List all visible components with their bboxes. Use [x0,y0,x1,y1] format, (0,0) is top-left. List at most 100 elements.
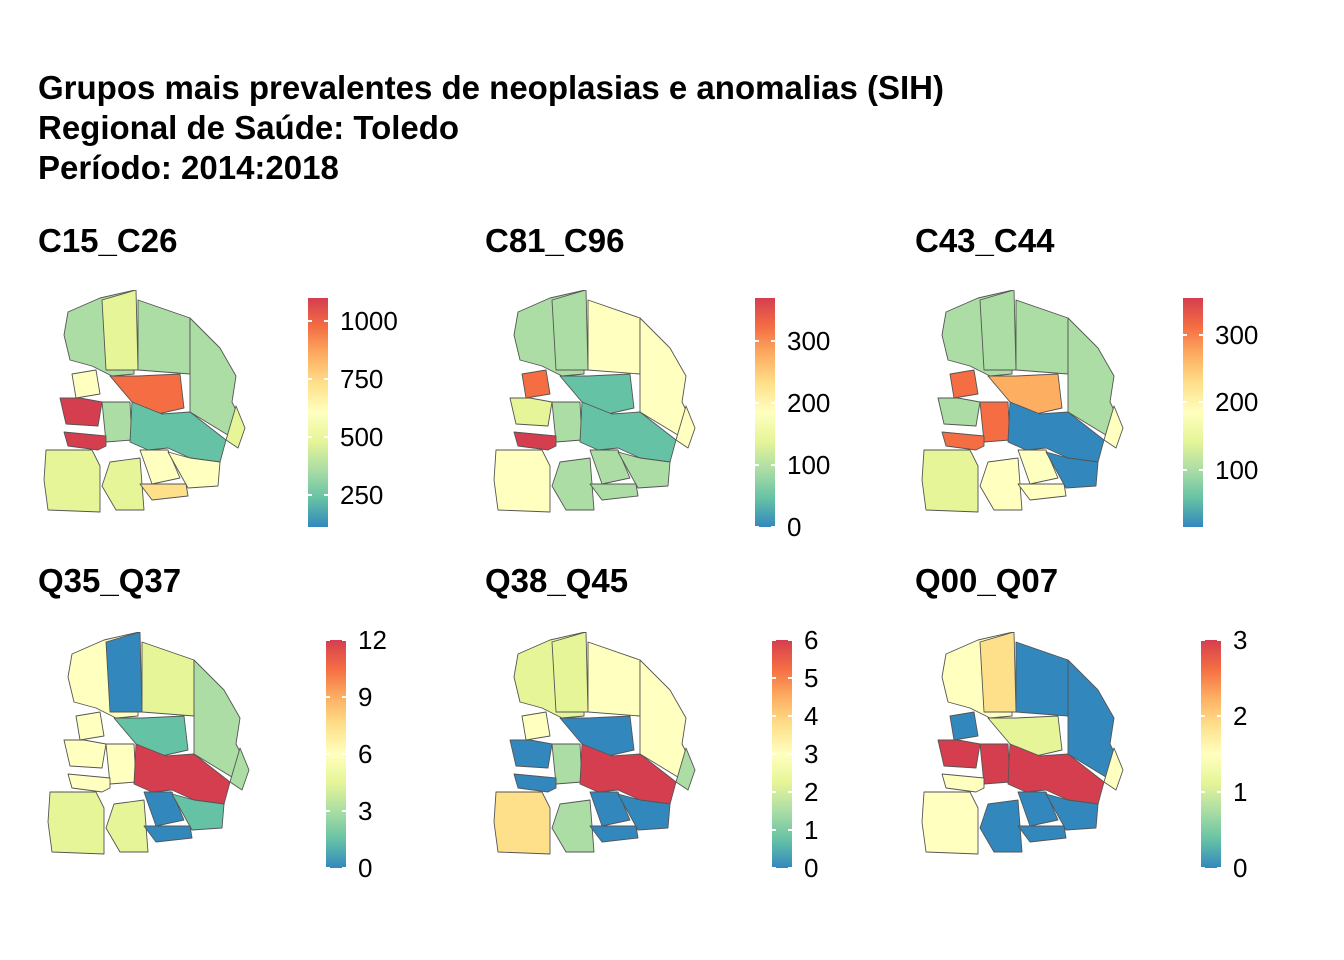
legend-gradient-bar [755,298,775,527]
municipality-region [921,791,979,855]
panel-title: Q35_Q37 [38,562,182,599]
color-legend: 0 3 6 9 12 [326,627,387,881]
legend-tick-mark [771,340,775,343]
legend-tick-mark [1183,468,1187,471]
municipality-region [493,791,551,855]
legend-tick-label: 4 [804,701,819,731]
municipality-region [229,747,250,791]
municipality-region [105,799,149,853]
legend-tick-mark [326,753,330,755]
municipality-region [617,793,671,831]
municipality-region [551,799,595,853]
legend-tick-mark [772,829,776,831]
municipality-region [551,457,595,511]
municipality-region [101,290,139,371]
municipality-region [105,632,143,713]
legend-tick-label: 1 [1233,777,1248,807]
legend-tick-mark [772,639,776,641]
legend-tick-mark [326,810,330,812]
legend-tick-mark [326,639,330,641]
municipality-region [67,773,111,793]
color-legend: 100 200 300 [1183,298,1258,527]
municipality-region [143,825,193,843]
legend-tick-label: 3 [1233,625,1248,655]
municipality-region [587,299,641,375]
legend-tick-mark [324,377,328,380]
municipality-region [101,457,145,511]
municipality-region [509,397,553,427]
choropleth-map [921,290,1124,513]
legend-tick-mark [771,464,775,467]
legend-tick-mark [1199,401,1203,404]
legend-tick-mark [755,402,759,405]
municipality-region [979,799,1023,853]
legend-tick-mark [342,810,346,812]
municipality-region [521,369,551,399]
legend-tick-mark [788,829,792,831]
legend-gradient-bar [308,298,328,527]
legend-tick-label: 100 [787,450,831,481]
municipality-region [589,483,639,501]
legend-tick-label: 3 [358,796,373,826]
municipality-region [1045,793,1099,831]
municipality-region [513,431,557,451]
legend-tick-mark [308,320,312,323]
legend-tick-mark [1183,401,1187,404]
municipality-region [587,641,641,717]
municipality-region [101,401,133,443]
legend-tick-mark [788,715,792,717]
legend-tick-label: 750 [340,363,384,394]
legend-tick-mark [755,464,759,467]
legend-tick-mark [788,677,792,679]
legend-tick-label: 9 [358,682,373,712]
legend-tick-label: 12 [358,625,387,655]
legend-tick-mark [308,493,312,496]
title-line-2: Regional de Saúde: Toledo [38,109,460,146]
municipality-region [167,451,221,489]
legend-tick-label: 250 [340,479,384,510]
municipality-region [1045,451,1099,489]
legend-gradient-bar [1183,298,1203,527]
legend-tick-mark [324,320,328,323]
legend-tick-label: 5 [804,663,819,693]
legend-tick-mark [342,753,346,755]
panel-title: C43_C44 [915,222,1055,259]
legend-tick-mark [324,435,328,438]
municipality-region [617,451,671,489]
municipality-region [551,743,583,785]
legend-tick-label: 0 [787,512,802,542]
municipality-region [551,632,589,713]
municipality-region [75,711,105,741]
choropleth-map [47,632,250,855]
municipality-region [47,791,105,855]
legend-tick-mark [755,340,759,343]
legend-tick-label: 0 [358,853,373,883]
municipality-region [979,632,1017,713]
municipality-region [63,431,107,451]
legend-tick-mark [772,677,776,679]
legend-tick-label: 300 [787,326,831,357]
legend-tick-mark [308,377,312,380]
color-legend: 250 500 750 1000 [308,298,398,527]
municipality-region [937,739,981,769]
municipality-region [921,449,979,513]
choropleth-map [43,290,246,513]
municipality-region [139,483,189,501]
legend-tick-label: 2 [1233,701,1248,731]
municipality-region [675,405,696,449]
color-legend: 0 1 2 3 4 5 6 [772,627,818,881]
choropleth-map [493,632,696,855]
legend-tick-mark [1217,867,1221,869]
color-legend: 0 100 200 300 [755,298,830,540]
municipality-region [979,290,1017,371]
title-line-1: Grupos mais prevalentes de neoplasias e … [38,69,945,106]
municipality-region [979,457,1023,511]
municipality-region [949,711,979,741]
municipality-region [225,405,246,449]
legend-tick-mark [771,402,775,405]
municipality-region [979,743,1011,785]
legend-tick-label: 100 [1215,454,1259,485]
legend-tick-label: 6 [804,625,819,655]
legend-tick-mark [771,526,775,528]
municipality-region [71,369,101,399]
